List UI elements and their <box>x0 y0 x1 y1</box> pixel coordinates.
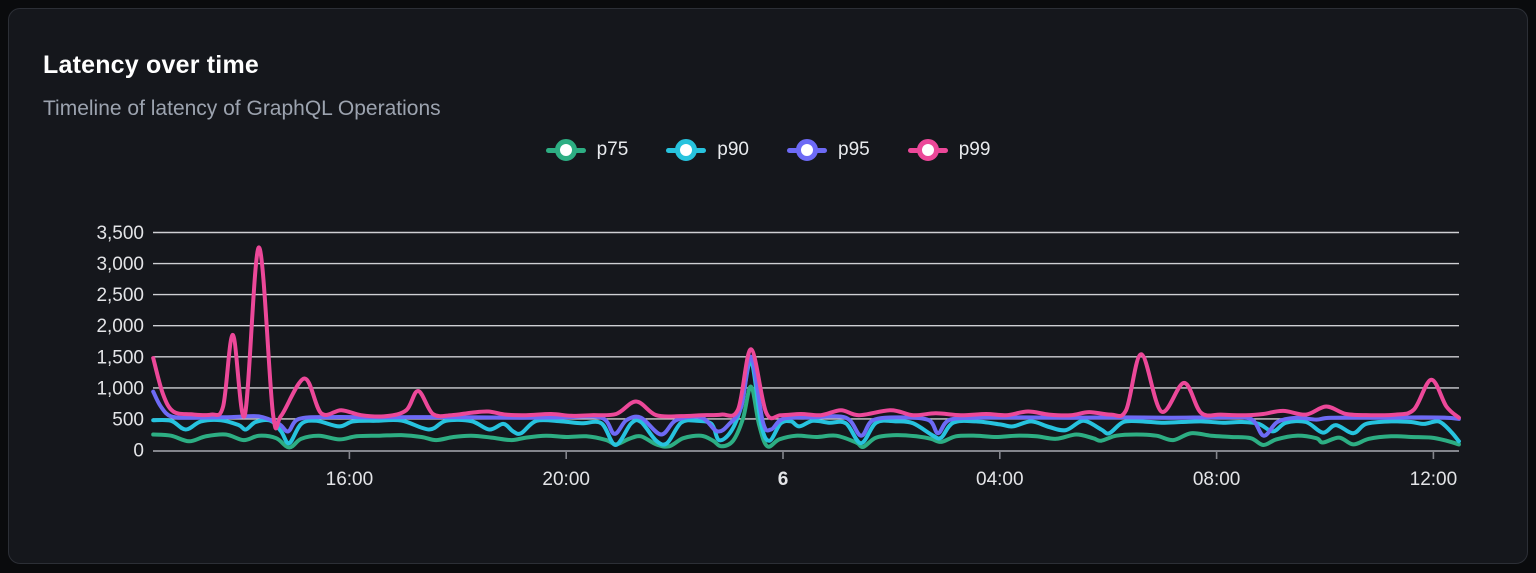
series-line-p95[interactable] <box>151 354 1461 438</box>
y-tick-label-2500: 2,500 <box>96 285 144 306</box>
legend-label-p99: p99 <box>958 139 991 160</box>
x-tick-label-12:00: 12:00 <box>1410 469 1458 490</box>
x-tick-label-08:00: 08:00 <box>1193 469 1241 490</box>
y-tick-label-3500: 3,500 <box>96 223 144 244</box>
panel-subtitle: Timeline of latency of GraphQL Operation… <box>43 97 441 120</box>
legend-item-p90[interactable]: p90 <box>666 139 749 161</box>
series-line-p99[interactable] <box>151 245 1461 431</box>
y-tick-label-500: 500 <box>112 409 144 430</box>
legend-series-marker-icon <box>666 139 707 161</box>
chart-plot-area[interactable] <box>153 219 1459 450</box>
y-tick-label-3000: 3,000 <box>96 254 144 275</box>
series-lines <box>151 245 1461 450</box>
y-tick-label-1500: 1,500 <box>96 347 144 368</box>
legend-label-p75: p75 <box>596 139 629 160</box>
legend-item-p95[interactable]: p95 <box>787 139 870 161</box>
legend-label-p90: p90 <box>717 139 749 160</box>
x-tick-label-20:00: 20:00 <box>542 469 590 490</box>
x-tick-label-16:00: 16:00 <box>326 469 374 490</box>
series-line-p90[interactable] <box>151 359 1461 447</box>
legend-series-marker-icon <box>907 139 948 161</box>
legend-series-marker-icon <box>545 139 586 161</box>
series-line-p75[interactable] <box>151 384 1461 450</box>
legend-item-p75[interactable]: p75 <box>545 139 629 161</box>
y-tick-label-0: 0 <box>133 441 144 462</box>
x-tick-label-6: 6 <box>778 469 789 490</box>
x-tick-label-04:00: 04:00 <box>976 469 1024 490</box>
panel-title: Latency over time <box>43 51 259 79</box>
y-tick-label-1000: 1,000 <box>96 378 144 399</box>
y-tick-label-2000: 2,000 <box>96 316 144 337</box>
legend-label-p95: p95 <box>838 139 870 160</box>
legend: p75 p90 p95 p99 <box>9 139 1527 161</box>
legend-item-p99[interactable]: p99 <box>907 139 991 161</box>
dashboard-card: Latency over time Timeline of latency of… <box>8 8 1528 564</box>
legend-series-marker-icon <box>787 139 827 161</box>
